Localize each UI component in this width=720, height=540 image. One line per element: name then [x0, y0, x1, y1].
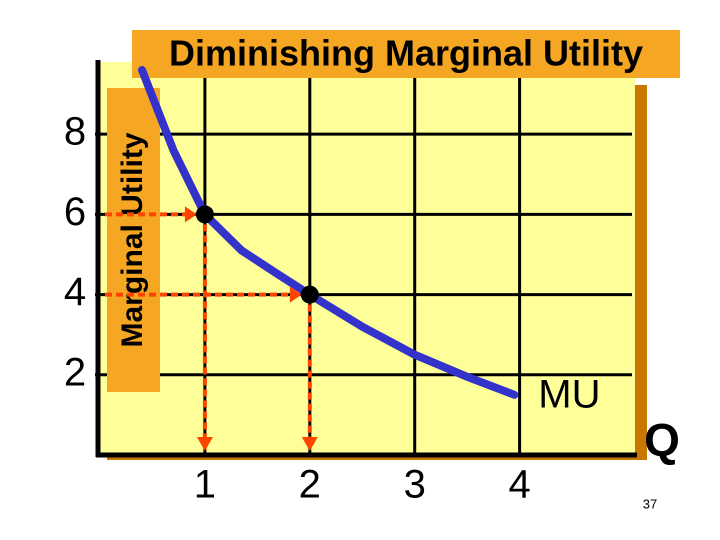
guide-arrowhead	[289, 286, 302, 303]
title-box	[132, 30, 680, 78]
x-tick-label: 3	[404, 463, 426, 507]
line-series	[138, 66, 519, 399]
y-label-box	[107, 88, 160, 392]
series-label: MU	[538, 372, 600, 416]
x-tick-label: 1	[194, 463, 216, 507]
point	[300, 285, 319, 304]
x-axis-label: Q	[644, 414, 680, 466]
guide-arrowhead	[196, 437, 213, 451]
y-axis-label: Marginal Utility	[116, 132, 149, 347]
y-tick-label: 6	[64, 190, 86, 234]
y-tick-label: 2	[64, 350, 86, 394]
x-tick-label: 2	[299, 463, 321, 507]
guide-arrowhead	[301, 437, 318, 451]
page-number: 37	[643, 496, 657, 511]
grid	[95, 62, 632, 455]
x-tick-label: 4	[508, 463, 530, 507]
chart-title: Diminishing Marginal Utility	[169, 33, 643, 74]
y-tick-label: 8	[64, 110, 86, 154]
y-tick-label: 4	[64, 270, 86, 314]
point	[195, 205, 214, 224]
guide-arrowhead	[184, 206, 197, 223]
plot-area	[100, 62, 635, 455]
